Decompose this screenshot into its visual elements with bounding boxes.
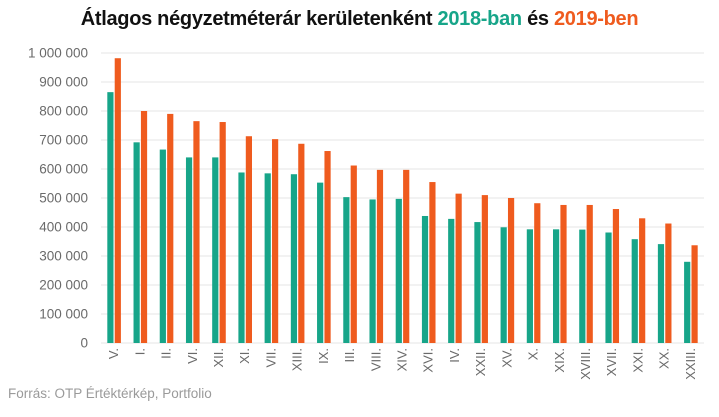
bar-2018 [395,198,402,343]
bar-2019 [140,111,148,343]
y-tick-label: 800 000 [39,104,88,119]
bar-2019 [376,169,384,343]
x-tick-label: XIV. [395,348,410,371]
x-tick-label: IV. [447,348,462,363]
bar-2019 [639,218,646,343]
bar-2018 [159,149,166,343]
x-tick-label: XVIII. [578,348,593,380]
x-tick-label: XX. [657,348,672,369]
y-tick-label: 900 000 [39,75,88,90]
x-tick-label: XVI. [421,348,436,373]
bar-2019 [507,198,515,343]
bar-2018 [185,157,193,343]
gridlines [101,52,704,344]
bar-2019 [481,195,488,343]
bar-2019 [193,121,200,344]
x-tick-label: IX. [316,348,331,364]
bar-2018 [657,244,665,343]
x-tick-label: VIII. [368,348,383,371]
x-tick-label: XI. [237,348,252,364]
bar-2019 [534,203,541,343]
bar-2018 [317,182,324,343]
bar-2018 [631,239,638,343]
bar-2018 [133,142,140,343]
x-axis-ticks: V. I. II. VI. XII. XI. VII. XIII. IX. III. VIII. XI… [106,348,698,380]
x-tick-label: XV. [499,348,514,368]
bar-2019 [219,122,226,344]
y-tick-label: 1 000 000 [28,46,88,61]
y-tick-label: 600 000 [39,162,88,177]
x-tick-label: VI. [185,348,200,364]
y-tick-label: 200 000 [39,278,88,293]
bar-2018 [107,92,114,344]
bar-2018 [369,199,376,343]
bar-2019 [665,223,672,343]
bar-2019 [586,204,593,343]
bar-2019 [167,113,174,344]
bar-2018 [421,215,429,343]
y-tick-label: 400 000 [39,220,88,235]
bar-2019 [612,209,620,343]
bar-2018 [343,197,350,343]
y-tick-label: 700 000 [39,133,88,148]
bar-2018 [290,174,298,343]
bar-2019 [429,182,436,343]
bar-2019 [350,165,357,343]
x-tick-label: XXIII. [683,348,698,380]
y-tick-label: 300 000 [39,249,88,264]
bars [107,58,698,344]
bar-2018 [526,229,533,343]
bar-2018 [579,229,586,343]
bar-2019 [455,193,462,343]
x-tick-label: III. [342,348,357,362]
bar-2018 [605,232,612,343]
bar-2018 [448,218,455,343]
x-tick-label: II. [159,348,174,359]
bar-2018 [238,172,245,343]
title-year-2019: 2019-ben [553,8,639,30]
x-tick-label: XIX. [552,348,567,373]
y-tick-label: 500 000 [39,191,88,206]
bar-2018 [212,157,219,343]
bar-2019 [245,136,252,343]
bar-2019 [691,245,698,343]
x-tick-label: X. [526,348,541,360]
x-tick-label: XXII. [473,348,488,376]
x-tick-label: VII. [263,348,278,368]
bar-2019 [114,58,121,343]
x-tick-label: XII. [211,348,226,368]
bar-2019 [324,151,331,343]
x-tick-label: V. [106,348,121,359]
title-prefix: Átlagos négyzetméterár kerületenként [80,8,438,30]
title-year-2018: 2018-ban [437,8,523,30]
y-tick-label: 100 000 [39,307,88,322]
bar-2019 [298,143,305,343]
bar-2018 [553,229,560,343]
x-tick-label: XXI. [630,348,645,373]
chart-title: Átlagos négyzetméterár kerületenként 201… [0,8,719,31]
bar-2018 [500,227,507,343]
y-tick-label: 0 [80,336,88,351]
bar-2018 [684,261,691,343]
x-tick-label: XIII. [290,348,305,371]
bar-2019 [403,169,410,343]
bar-2019 [272,139,279,343]
x-tick-label: XVII. [604,348,619,376]
source-note: Forrás: OTP Értéktérkép, Portfolio [8,386,212,401]
bar-2018 [474,222,481,343]
bar-2018 [264,173,271,343]
x-tick-label: I. [132,348,147,355]
bar-2019 [560,204,567,343]
y-axis-ticks: 0 100 000 200 000 300 000 400 000 500 000 600 … [28,46,88,351]
title-middle: és [521,8,554,30]
